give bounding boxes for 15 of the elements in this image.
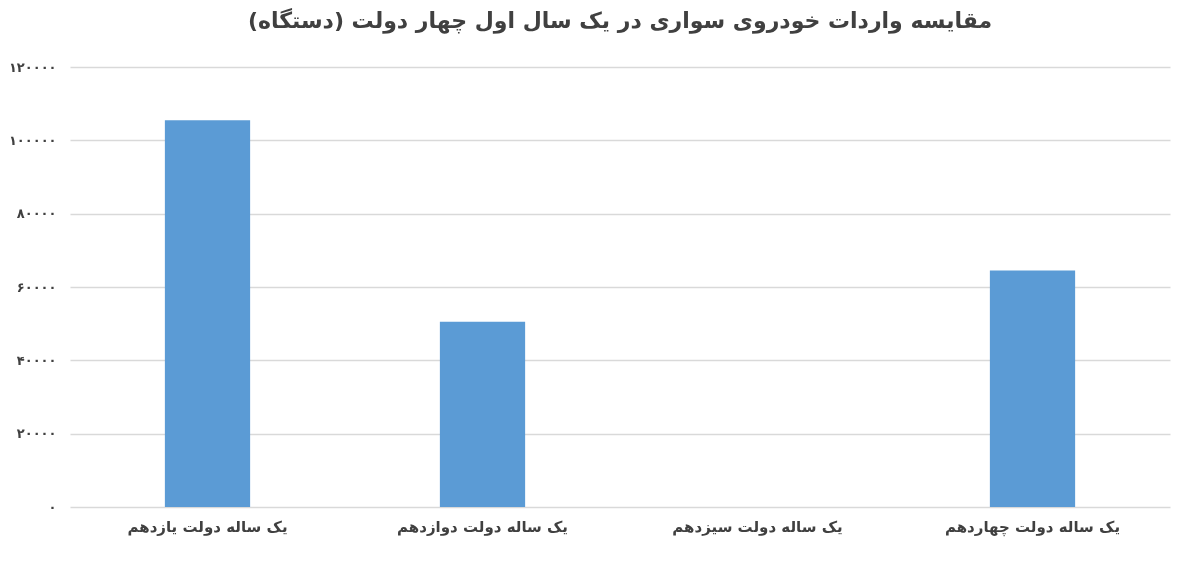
bar: [989, 270, 1076, 507]
y-tick-label: ۱۲۰۰۰۰: [8, 59, 57, 75]
chart-title: مقایسه واردات خودروی سواری در یک سال اول چهار دولت (دستگاه): [247, 7, 993, 34]
y-tick-label: ۱۰۰۰۰۰: [8, 132, 57, 148]
y-tick-label: ۰: [48, 499, 57, 515]
bar: [439, 321, 526, 507]
bar: [164, 120, 251, 507]
y-tick-label: ۲۰۰۰۰: [16, 426, 57, 442]
x-tick-label: یک ساله دولت یازدهم: [127, 517, 288, 536]
y-tick-label: ۶۰۰۰۰: [16, 279, 57, 295]
x-tick-label: یک ساله دولت سیزدهم: [672, 517, 843, 536]
x-tick-label: یک ساله دولت چهاردهم: [944, 517, 1121, 537]
y-tick-label: ۸۰۰۰۰: [16, 206, 57, 222]
y-tick-label: ۴۰۰۰۰: [16, 352, 57, 368]
x-tick-label: یک ساله دولت دوازدهم: [397, 517, 568, 536]
